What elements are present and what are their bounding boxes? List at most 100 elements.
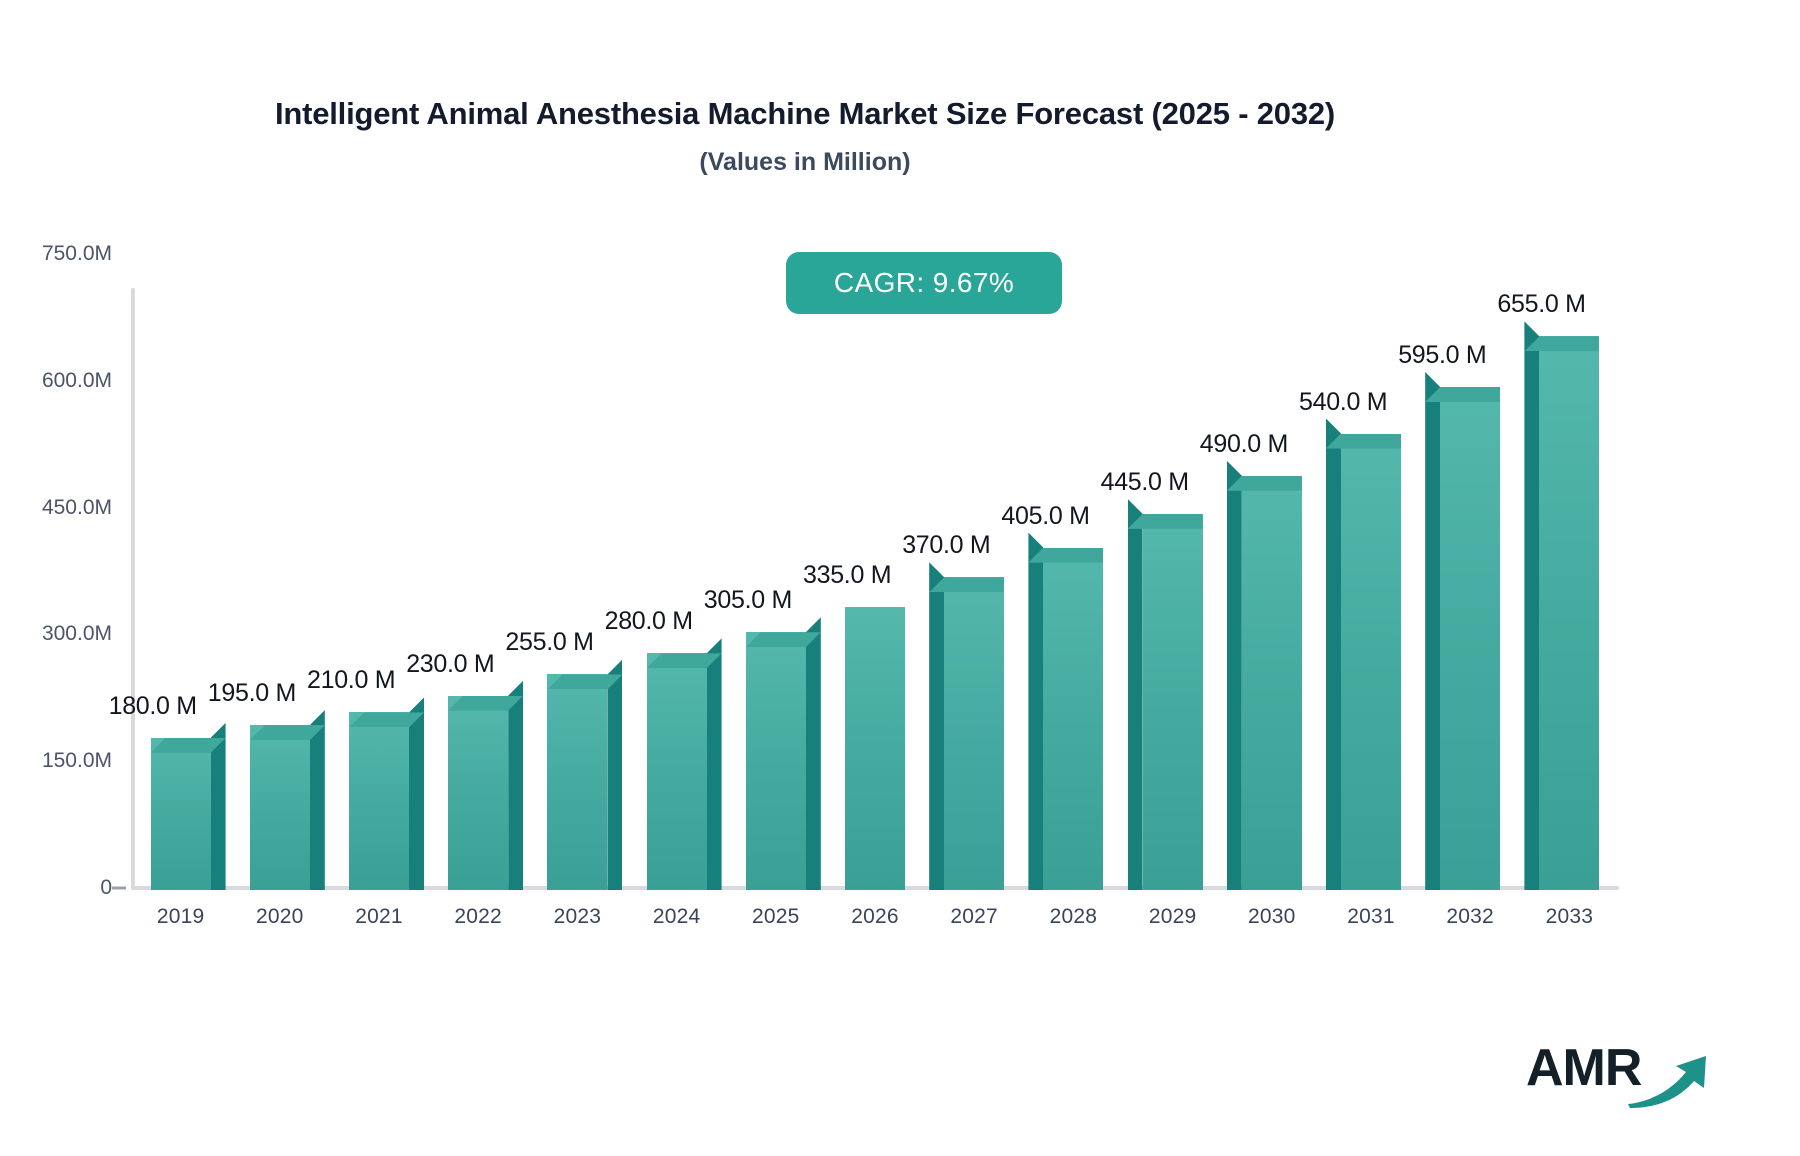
x-axis-tick-label: 2032 <box>1446 905 1494 928</box>
bar-2024[interactable] <box>646 638 722 890</box>
bar-2025[interactable] <box>745 617 821 890</box>
bar-front-face <box>448 695 509 890</box>
bar-2031[interactable] <box>1326 418 1401 890</box>
bar-2019[interactable] <box>150 722 226 890</box>
bar-value-label: 195.0 M <box>207 679 297 708</box>
x-axis-tick-label: 2019 <box>156 905 205 928</box>
bar-2030[interactable] <box>1226 460 1302 890</box>
y-axis-line <box>131 288 135 890</box>
x-axis-tick-label: 2027 <box>950 905 998 928</box>
bar-2029[interactable] <box>1127 498 1203 890</box>
bar-value-label: 210.0 M <box>307 666 396 695</box>
bar-value-label: 445.0 M <box>1100 467 1190 496</box>
bar-top-face <box>448 695 524 711</box>
bar-front-face <box>150 737 211 890</box>
bar-top-face <box>547 674 623 690</box>
bar-side-face <box>1127 498 1143 890</box>
bar-front-face <box>1440 387 1501 890</box>
bar-front-face <box>845 606 905 890</box>
y-axis-tick-label: 600.0M <box>41 368 112 392</box>
bar-side-face <box>210 722 226 890</box>
bar-side-face <box>1028 532 1044 890</box>
bar-top-face <box>745 632 821 648</box>
y-axis-tick-label: 150.0M <box>41 749 112 773</box>
bar-value-label: 370.0 M <box>902 531 991 560</box>
y-axis-tick-label: 750.0M <box>41 242 112 265</box>
bar-front-face <box>547 674 608 890</box>
bar-value-label: 540.0 M <box>1299 387 1388 416</box>
bar-2028[interactable] <box>1028 532 1104 890</box>
bar-2026[interactable] <box>845 606 905 890</box>
x-axis-tick-label: 2028 <box>1049 905 1098 928</box>
bar-front-face <box>944 577 1005 890</box>
bar-front-face <box>1043 547 1104 890</box>
bar-side-face <box>706 638 722 890</box>
bar-side-face <box>1326 418 1341 890</box>
bar-2020[interactable] <box>249 710 325 890</box>
x-axis-tick-label: 2031 <box>1347 905 1395 928</box>
bar-side-face <box>929 562 945 890</box>
bar-2021[interactable] <box>349 697 424 890</box>
bar-front-face <box>349 712 409 890</box>
bar-2033[interactable] <box>1524 321 1600 890</box>
x-axis-tick-label: 2022 <box>454 905 502 928</box>
growth-arrow-icon <box>1628 1056 1706 1108</box>
bar-front-face <box>1341 433 1401 890</box>
bar-value-label: 255.0 M <box>505 628 594 657</box>
bar-2032[interactable] <box>1425 372 1501 890</box>
x-axis-tick-label: 2029 <box>1148 905 1197 928</box>
x-axis-tick-label: 2033 <box>1545 905 1594 928</box>
bar-top-face <box>1127 513 1203 529</box>
bar-top-face <box>249 725 325 741</box>
x-axis-tick-label: 2021 <box>355 905 403 928</box>
bar-value-label: 230.0 M <box>406 649 495 678</box>
bar-value-label: 335.0 M <box>803 560 892 589</box>
y-axis-tick-label: 0 <box>100 876 112 899</box>
bar-2022[interactable] <box>448 680 524 890</box>
bar-side-face <box>607 659 623 890</box>
bar-2023[interactable] <box>547 659 623 890</box>
bar-side-face <box>805 617 821 890</box>
bar-front-face <box>1241 475 1302 890</box>
x-axis-tick-label: 2020 <box>256 905 304 928</box>
bar-2027[interactable] <box>929 562 1005 890</box>
x-axis-tick-label: 2023 <box>553 905 602 928</box>
bar-side-face <box>1226 460 1242 890</box>
bar-value-label: 405.0 M <box>1001 501 1090 530</box>
bar-front-face <box>646 653 707 890</box>
bar-side-face <box>1524 321 1540 890</box>
cagr-badge-label: CAGR: 9.67% <box>833 267 1015 298</box>
bar-value-label: 595.0 M <box>1398 341 1487 370</box>
x-axis-tick-label: 2026 <box>851 905 899 928</box>
page-title: Intelligent Animal Anesthesia Machine Ma… <box>274 96 1336 131</box>
bar-side-face <box>1425 372 1441 890</box>
bar-value-label: 655.0 M <box>1497 290 1586 319</box>
bar-top-face <box>1028 547 1104 563</box>
x-axis-tick-label: 2030 <box>1248 905 1296 928</box>
bar-front-face <box>249 725 310 890</box>
y-axis-tick-mark <box>112 886 126 890</box>
bar-side-face <box>409 697 424 890</box>
bar-side-face <box>309 710 325 890</box>
bar-top-face <box>1326 433 1401 449</box>
bar-top-face <box>929 577 1005 593</box>
chart-subtitle: (Values in Million) <box>699 148 911 176</box>
bar-top-face <box>1425 387 1501 403</box>
bar-top-face <box>1226 475 1302 491</box>
bar-front-face <box>1142 513 1203 890</box>
amr-logo-text: AMR <box>1526 1039 1642 1097</box>
bar-side-face <box>508 680 524 890</box>
bar-value-label: 490.0 M <box>1199 429 1289 458</box>
x-axis-tick-label: 2024 <box>652 905 701 928</box>
cagr-badge: CAGR: 9.67% <box>786 252 1062 314</box>
bar-top-face <box>150 737 226 753</box>
bar-value-label: 280.0 M <box>604 607 694 636</box>
bar-top-face <box>646 653 722 669</box>
y-axis-tick-label: 450.0M <box>41 495 112 519</box>
amr-logo: AMR <box>1526 1040 1712 1112</box>
bar-value-label: 180.0 M <box>108 691 198 720</box>
y-axis-tick-label: 300.0M <box>41 622 112 646</box>
bar-top-face <box>349 712 424 728</box>
bar-value-label: 305.0 M <box>703 586 793 615</box>
